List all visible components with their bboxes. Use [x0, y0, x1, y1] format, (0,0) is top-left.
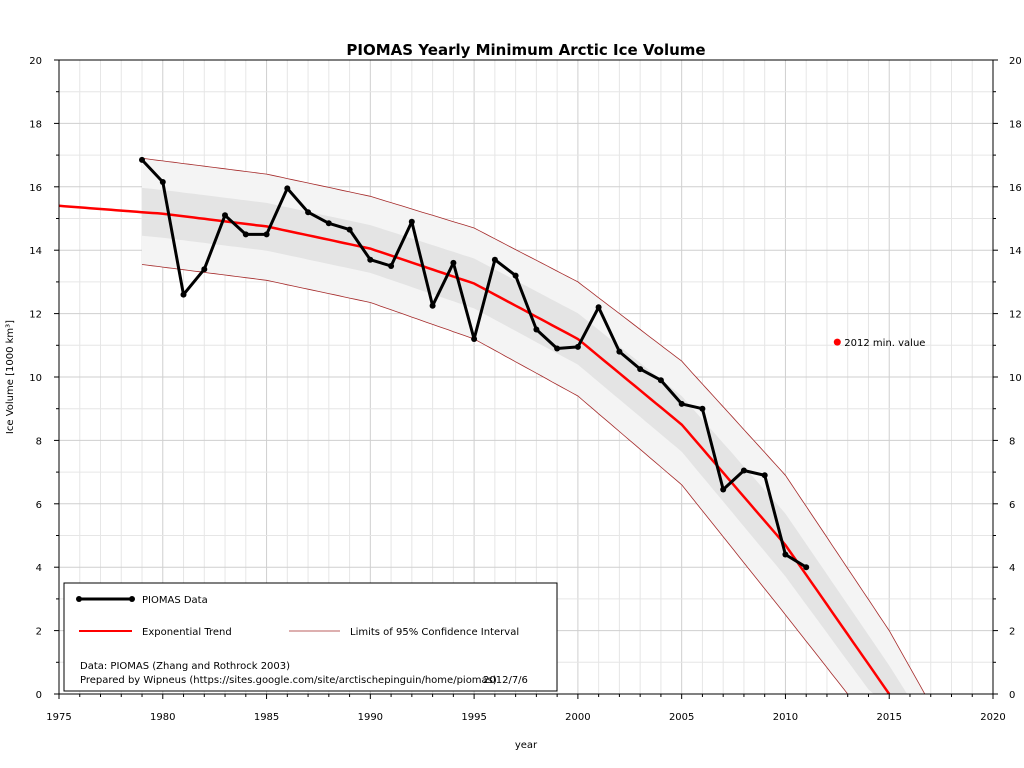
y-tick-label-left: 10	[29, 373, 42, 384]
x-tick-label: 2020	[980, 712, 1005, 723]
y-tick-label-right: 4	[1009, 563, 1015, 574]
x-tick-label: 2010	[773, 712, 798, 723]
x-tick-label: 1995	[461, 712, 486, 723]
legend-label-piomas: PIOMAS Data	[142, 595, 208, 606]
y-tick-label-right: 18	[1009, 119, 1022, 130]
legend-label-ci: Limits of 95% Confidence Interval	[350, 627, 519, 638]
piomas-point	[782, 551, 789, 558]
data-points	[139, 156, 810, 571]
highlight-point	[833, 338, 841, 346]
band-inner	[142, 187, 952, 694]
x-tick-label: 2000	[565, 712, 590, 723]
piomas-point	[346, 226, 353, 233]
piomas-point	[803, 564, 810, 571]
y-tick-label-left: 8	[36, 436, 42, 447]
y-tick-label-right: 8	[1009, 436, 1015, 447]
trend-line	[59, 204, 891, 694]
y-tick-label-right: 0	[1009, 690, 1015, 701]
x-tick-label: 1990	[358, 712, 383, 723]
confidence-bands	[142, 158, 952, 694]
piomas-point	[242, 231, 249, 238]
piomas-point	[201, 266, 208, 273]
legend-box	[63, 582, 558, 692]
y-tick-label-right: 2	[1009, 627, 1015, 638]
y-tick-label-left: 12	[29, 310, 42, 321]
legend: PIOMAS Data Exponential Trend Limits of …	[63, 582, 558, 692]
y-tick-label-right: 6	[1009, 500, 1015, 511]
legend-label-trend: Exponential Trend	[142, 627, 232, 638]
highlight-label: 2012 min. value	[844, 338, 925, 349]
chart-title: PIOMAS Yearly Minimum Arctic Ice Volume	[346, 41, 705, 59]
y-tick-label-left: 18	[29, 119, 42, 130]
piomas-point	[388, 263, 395, 269]
x-axis-label: year	[515, 740, 538, 751]
piomas-point	[761, 472, 768, 479]
piomas-point	[533, 326, 540, 333]
piomas-point	[595, 304, 602, 311]
y-tick-label-left: 16	[29, 183, 42, 194]
annotation-prepared-by: Prepared by Wipneus (https://sites.googl…	[80, 675, 497, 686]
piomas-point	[159, 179, 166, 185]
piomas-point	[554, 345, 561, 352]
piomas-point	[471, 336, 478, 342]
piomas-point	[222, 212, 228, 219]
x-tick-label: 2015	[876, 712, 901, 723]
legend-marker-left	[76, 596, 82, 602]
y-axis-ticks: 0 0 2 2 4 4 6 6 8 8 10 10 12 12 14 14 16 16 18 18 20 20	[29, 56, 1021, 701]
ci-upper-line	[141, 157, 926, 694]
y-tick-label-right: 10	[1009, 373, 1022, 384]
y-tick-label-left: 4	[36, 563, 42, 574]
piomas-point	[325, 220, 332, 227]
piomas-point	[740, 467, 747, 474]
piomas-point	[657, 377, 664, 384]
piomas-point	[180, 291, 187, 298]
piomas-point	[263, 231, 270, 238]
y-tick-label-right: 16	[1009, 183, 1022, 194]
y-tick-label-left: 20	[29, 56, 42, 67]
x-tick-label: 1980	[150, 712, 175, 723]
piomas-point	[512, 272, 519, 279]
piomas-point	[139, 156, 145, 163]
piomas-point	[678, 400, 685, 407]
x-tick-label: 2005	[669, 712, 694, 723]
piomas-point	[305, 209, 312, 216]
piomas-point	[699, 405, 706, 412]
lines-clipped	[59, 157, 926, 694]
piomas-point	[574, 343, 581, 350]
annotation-data-source: Data: PIOMAS (Zhang and Rothrock 2003)	[80, 661, 290, 672]
y-tick-label-left: 0	[36, 690, 42, 701]
band-group	[142, 158, 952, 694]
y-tick-label-right: 20	[1009, 56, 1022, 67]
piomas-point	[367, 256, 374, 263]
highlight-2012: 2012 min. value	[833, 338, 925, 349]
piomas-point	[429, 302, 436, 309]
piomas-point	[408, 218, 415, 225]
annotation-date: 2012/7/6	[483, 675, 528, 686]
piomas-point	[284, 185, 291, 192]
band-outer	[142, 158, 952, 694]
legend-marker-right	[129, 596, 135, 602]
piomas-point	[720, 486, 727, 493]
piomas-point	[616, 348, 623, 355]
y-tick-label-left: 14	[29, 246, 42, 257]
x-tick-label: 1985	[254, 712, 279, 723]
y-tick-label-left: 2	[36, 627, 42, 638]
piomas-point	[450, 259, 457, 266]
piomas-point	[491, 256, 498, 263]
piomas-point	[637, 366, 644, 373]
ci-lower-line	[141, 264, 849, 694]
y-tick-label-right: 12	[1009, 310, 1022, 321]
y-tick-label-right: 14	[1009, 246, 1022, 257]
x-tick-label: 1975	[46, 712, 71, 723]
y-axis-label: Ice Volume [1000 km³]	[5, 320, 16, 434]
x-axis-ticks: 1975 1980 1985 1990 1995 2000 2005 2010 2015 2020	[46, 694, 1006, 723]
y-tick-label-left: 6	[36, 500, 42, 511]
